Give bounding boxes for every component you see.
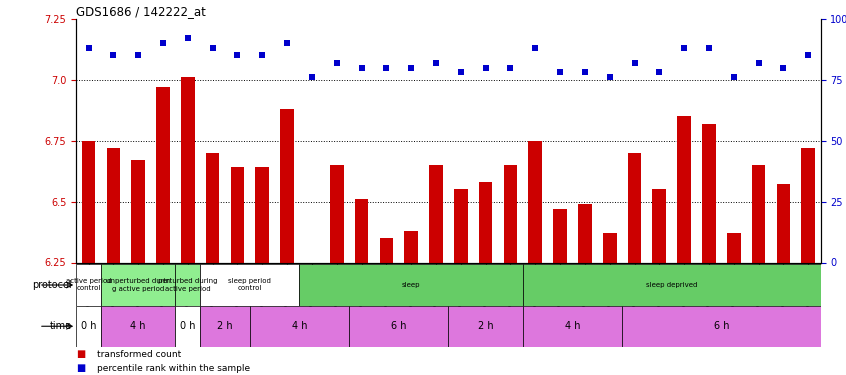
Point [752, 60, 766, 66]
Bar [503, 165, 517, 262]
Bar [299, 264, 523, 306]
Bar [330, 165, 343, 262]
Text: time: time [50, 321, 72, 331]
Bar [250, 306, 349, 347]
Bar [727, 233, 740, 262]
Point [801, 53, 815, 58]
Bar [652, 189, 666, 262]
Bar [702, 123, 716, 262]
Text: 0 h: 0 h [81, 321, 96, 331]
Text: protocol: protocol [32, 280, 72, 290]
Point [131, 53, 145, 58]
Text: GDS1686 / 142222_at: GDS1686 / 142222_at [76, 4, 206, 18]
Bar [82, 141, 96, 262]
Bar [255, 168, 269, 262]
Point [553, 69, 567, 75]
Bar [578, 204, 591, 262]
Bar [454, 189, 468, 262]
Bar [529, 141, 542, 262]
Point [404, 64, 418, 70]
Bar [553, 209, 567, 262]
Bar [280, 109, 294, 262]
Bar [354, 199, 368, 262]
Text: sleep period
control: sleep period control [228, 279, 272, 291]
Bar [777, 184, 790, 262]
Point [678, 45, 691, 51]
Bar [479, 182, 492, 262]
Text: 4 h: 4 h [565, 321, 580, 331]
Text: 2 h: 2 h [478, 321, 493, 331]
Bar [201, 264, 299, 306]
Point [578, 69, 591, 75]
Text: ■: ■ [76, 350, 85, 359]
Text: perturbed during
active period: perturbed during active period [158, 279, 217, 291]
Point [777, 64, 790, 70]
Bar [678, 116, 691, 262]
Text: percentile rank within the sample: percentile rank within the sample [97, 364, 250, 373]
Point [107, 53, 120, 58]
Text: sleep: sleep [402, 282, 420, 288]
Point [231, 53, 244, 58]
Bar [622, 306, 821, 347]
Text: unperturbed durin
g active period: unperturbed durin g active period [106, 279, 170, 291]
Point [354, 64, 368, 70]
Point [181, 35, 195, 41]
Text: active period
control: active period control [66, 279, 112, 291]
Point [82, 45, 96, 51]
Point [380, 64, 393, 70]
Text: ■: ■ [76, 363, 85, 373]
Bar [76, 264, 101, 306]
Bar [206, 153, 219, 262]
Point [280, 40, 294, 46]
Bar [349, 306, 448, 347]
Text: 4 h: 4 h [130, 321, 146, 331]
Text: 0 h: 0 h [180, 321, 195, 331]
Point [330, 60, 343, 66]
Point [157, 40, 170, 46]
Bar [380, 238, 393, 262]
Point [702, 45, 716, 51]
Text: transformed count: transformed count [97, 350, 182, 359]
Point [603, 74, 617, 80]
Bar [523, 306, 622, 347]
Bar [101, 306, 175, 347]
Text: 2 h: 2 h [217, 321, 233, 331]
Bar [404, 231, 418, 262]
Bar [603, 233, 617, 262]
Point [206, 45, 219, 51]
Bar [801, 148, 815, 262]
Bar [181, 77, 195, 262]
Point [429, 60, 442, 66]
Bar [175, 264, 201, 306]
Point [652, 69, 666, 75]
Point [628, 60, 641, 66]
Bar [76, 306, 101, 347]
Bar [448, 306, 523, 347]
Point [529, 45, 542, 51]
Bar [101, 264, 175, 306]
Bar [752, 165, 766, 262]
Bar [201, 306, 250, 347]
Point [503, 64, 517, 70]
Bar [107, 148, 120, 262]
Text: sleep deprived: sleep deprived [646, 282, 697, 288]
Bar [628, 153, 641, 262]
Point [255, 53, 269, 58]
Bar [429, 165, 442, 262]
Point [479, 64, 492, 70]
Point [305, 74, 319, 80]
Bar [157, 87, 170, 262]
Point [727, 74, 740, 80]
Bar [523, 264, 821, 306]
Bar [131, 160, 145, 262]
Bar [175, 306, 201, 347]
Text: 4 h: 4 h [292, 321, 307, 331]
Text: 6 h: 6 h [714, 321, 729, 331]
Text: 6 h: 6 h [391, 321, 406, 331]
Point [454, 69, 468, 75]
Bar [231, 168, 244, 262]
